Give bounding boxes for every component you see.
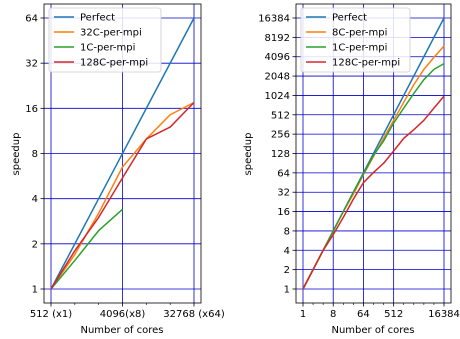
chart-left: Number of cores speedup 1 2 4 8 16 32 64 512 (x… [11,3,225,336]
left-x-tick-label: 512 (x1) [30,309,72,320]
right-x-axis-label: Number of cores [331,325,414,336]
right-legend-entry: Perfect [332,13,367,24]
left-y-tick-label: 8 [32,149,38,160]
right-series-line-128c-per-mpi [302,95,445,290]
right-y-tick-label: 16384 [258,14,290,25]
right-y-tick-label: 2 [284,265,290,276]
left-y-tick-label: 1 [32,285,38,296]
left-x-tick-label: 4096(x8) [100,309,146,320]
right-y-tick-label: 32 [277,188,290,199]
right-y-tick-label: 2048 [265,72,290,83]
right-x-tick-label: 64 [357,309,370,320]
right-x-tick-label: 512 [384,309,403,320]
left-y-tick-label: 4 [32,194,38,205]
left-axes-frame [43,3,202,304]
right-x-tick-label: 1 [300,309,306,320]
right-y-tick-label: 8 [284,226,290,237]
left-legend-entry: 32C-per-mpi [80,28,142,39]
right-y-tick-label: 512 [271,110,290,121]
left-y-tick-label: 32 [25,59,38,70]
left-legend: Perfect 32C-per-mpi 1C-per-mpi 128C-per-mpi [48,7,162,73]
left-y-tick-label: 2 [32,239,38,250]
left-x-tick-label: 32768 (x64) [163,309,225,320]
right-legend-entry: 8C-per-mpi [332,28,387,39]
left-series-line-1c-per-mpi [50,208,124,290]
right-axes-frame [295,3,452,304]
left-legend-entry: 1C-per-mpi [80,43,135,54]
left-series-line-32c-per-mpi [50,101,195,290]
left-x-axis-label: Number of cores [80,325,163,336]
left-y-axis-label: speedup [11,133,22,176]
right-y-tick-label: 256 [271,130,290,141]
right-legend: Perfect 8C-per-mpi 1C-per-mpi 128C-per-mpi [300,7,411,73]
right-y-tick-label: 64 [277,168,290,179]
left-y-tick-label: 64 [25,14,38,25]
left-legend-entry: 128C-per-mpi [80,58,148,69]
left-series-line-128c-per-mpi [50,101,195,290]
right-y-tick-label: 16 [277,207,290,218]
right-legend-entry: 1C-per-mpi [332,43,387,54]
right-y-axis-label: speedup [243,133,254,176]
right-y-tick-label: 1 [284,285,290,296]
right-x-tick-label: 8 [330,309,336,320]
right-y-tick-label: 4096 [265,52,290,63]
left-legend-entry: Perfect [80,13,115,24]
right-x-tick-label: 16384 [428,309,460,320]
right-y-tick-label: 8192 [265,33,290,44]
right-y-tick-label: 4 [284,246,290,257]
right-y-tick-label: 128 [271,149,290,160]
left-legend-box [48,7,162,73]
right-legend-box [300,7,411,73]
left-series-line-perfect [50,17,195,290]
left-y-tick-label: 16 [25,104,38,115]
chart-right: Number of cores speedup 1 2 4 8 16 32 64 128 256… [243,3,460,336]
right-y-tick-label: 1024 [265,91,290,102]
right-legend-entry: 128C-per-mpi [332,58,400,69]
